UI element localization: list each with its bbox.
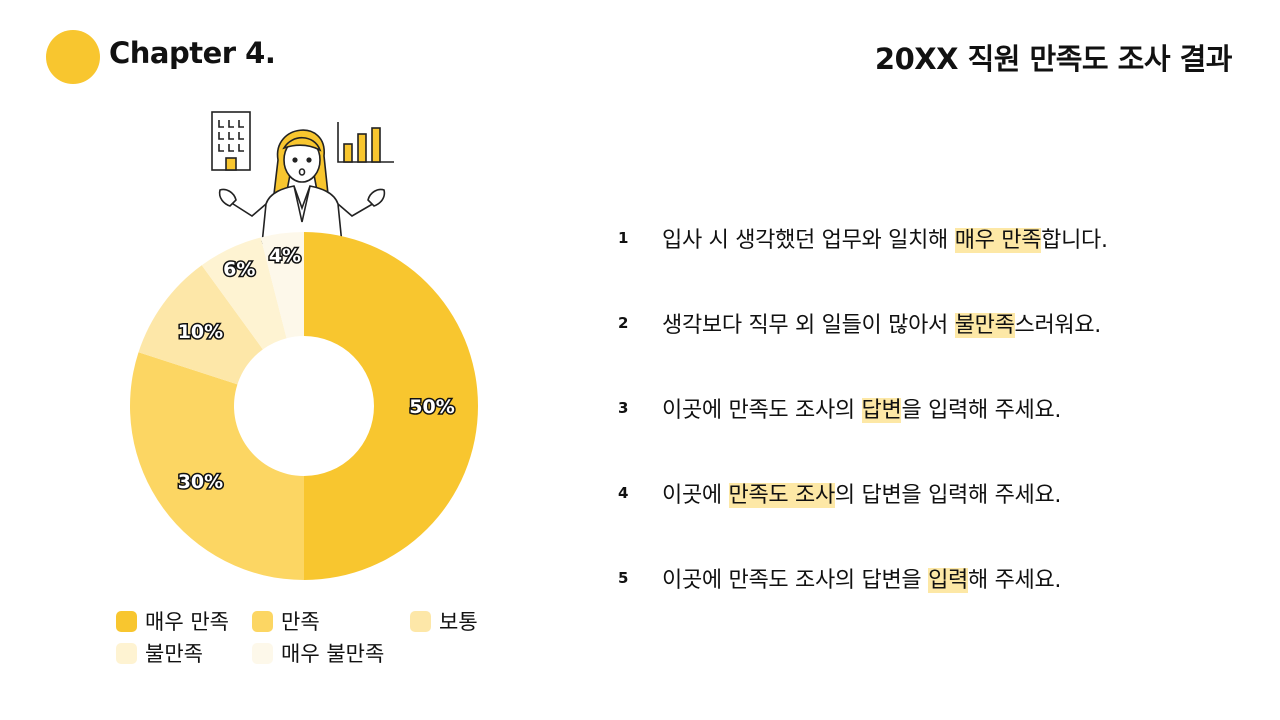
item-highlight: 매우 만족 bbox=[954, 228, 1042, 253]
slice-label: 10% bbox=[178, 321, 223, 343]
slice-very-dissatisfied bbox=[260, 232, 304, 339]
item-text-after: 스러워요. bbox=[1014, 313, 1102, 338]
legend-swatch bbox=[116, 642, 137, 664]
item-text-before: 생각보다 직무 외 일들이 많아서 bbox=[662, 313, 955, 338]
legend-label: 매우 만족 bbox=[145, 610, 229, 634]
chart-legend: 매우 만족 만족 보통 불만족 매우 불만족 bbox=[116, 600, 516, 670]
legend-item-very-dissatisfied: 매우 불만족 bbox=[252, 638, 384, 668]
list-item: 1 입사 시 생각했던 업무와 일치해 매우 만족합니다. bbox=[612, 222, 1108, 254]
item-text-before: 입사 시 생각했던 업무와 일치해 bbox=[662, 228, 955, 253]
item-number: 5 bbox=[618, 569, 629, 587]
item-highlight: 입력 bbox=[928, 568, 968, 593]
slice-label: 6% bbox=[223, 258, 255, 280]
item-text-after: 합니다. bbox=[1041, 228, 1108, 253]
item-highlight: 불만족 bbox=[954, 313, 1015, 338]
item-highlight: 답변 bbox=[861, 398, 902, 423]
slice-very-satisfied bbox=[304, 232, 478, 580]
item-text: 입사 시 생각했던 업무와 일치해 매우 만족합니다. bbox=[662, 222, 1108, 254]
slice-dissatisfied bbox=[201, 237, 287, 350]
item-text-before: 이곳에 만족도 조사의 답변을 bbox=[662, 568, 929, 593]
person-figure bbox=[218, 129, 386, 244]
item-text-after: 의 답변을 입력해 주세요. bbox=[834, 483, 1062, 508]
legend-label: 불만족 bbox=[145, 642, 203, 666]
item-text: 생각보다 직무 외 일들이 많아서 불만족스러워요. bbox=[662, 307, 1101, 339]
legend-swatch bbox=[252, 610, 273, 632]
item-text-before: 이곳에 만족도 조사의 bbox=[662, 398, 862, 423]
item-text: 이곳에 만족도 조사의 답변을 입력해 주세요. bbox=[662, 392, 1061, 424]
slice-satisfied bbox=[130, 352, 304, 580]
legend-label: 보통 bbox=[439, 610, 478, 634]
item-number: 4 bbox=[618, 484, 629, 502]
legend-item-satisfied: 만족 bbox=[252, 606, 320, 636]
person-illustration bbox=[211, 111, 394, 244]
list-item: 5 이곳에 만족도 조사의 답변을 입력해 주세요. bbox=[612, 562, 1061, 594]
legend-item-neutral: 보통 bbox=[410, 606, 478, 636]
bar-chart-icon bbox=[337, 122, 394, 163]
legend-label: 만족 bbox=[281, 610, 320, 634]
item-number: 3 bbox=[618, 399, 629, 417]
building-icon bbox=[211, 111, 251, 171]
item-text-after: 해 주세요. bbox=[967, 568, 1062, 593]
page-title: 20XX 직원 만족도 조사 결과 bbox=[874, 42, 1233, 76]
item-text-before: 이곳에 bbox=[662, 483, 729, 508]
chapter-dot bbox=[46, 30, 100, 84]
legend-item-dissatisfied: 불만족 bbox=[116, 638, 203, 668]
list-item: 3 이곳에 만족도 조사의 답변을 입력해 주세요. bbox=[612, 392, 1061, 424]
legend-label: 매우 불만족 bbox=[281, 642, 385, 666]
list-item: 2 생각보다 직무 외 일들이 많아서 불만족스러워요. bbox=[612, 307, 1101, 339]
slice-label: 30% bbox=[178, 471, 223, 493]
chapter-label: Chapter 4. bbox=[109, 36, 276, 70]
satisfaction-donut-chart: 50% 30% 10% 6% 4% bbox=[130, 232, 478, 580]
legend-swatch bbox=[116, 610, 137, 632]
legend-swatch bbox=[252, 642, 273, 664]
item-number: 1 bbox=[618, 229, 629, 247]
item-number: 2 bbox=[618, 314, 629, 332]
item-text: 이곳에 만족도 조사의 답변을 입력해 주세요. bbox=[662, 477, 1061, 509]
item-highlight: 만족도 조사 bbox=[728, 483, 835, 508]
slice-label: 50% bbox=[409, 396, 454, 418]
slice-label: 4% bbox=[269, 245, 301, 267]
legend-item-very-satisfied: 매우 만족 bbox=[116, 606, 229, 636]
item-text: 이곳에 만족도 조사의 답변을 입력해 주세요. bbox=[662, 562, 1061, 594]
legend-swatch bbox=[410, 610, 431, 632]
item-text-after: 을 입력해 주세요. bbox=[901, 398, 1062, 423]
list-item: 4 이곳에 만족도 조사의 답변을 입력해 주세요. bbox=[612, 477, 1061, 509]
slice-neutral bbox=[138, 265, 263, 385]
